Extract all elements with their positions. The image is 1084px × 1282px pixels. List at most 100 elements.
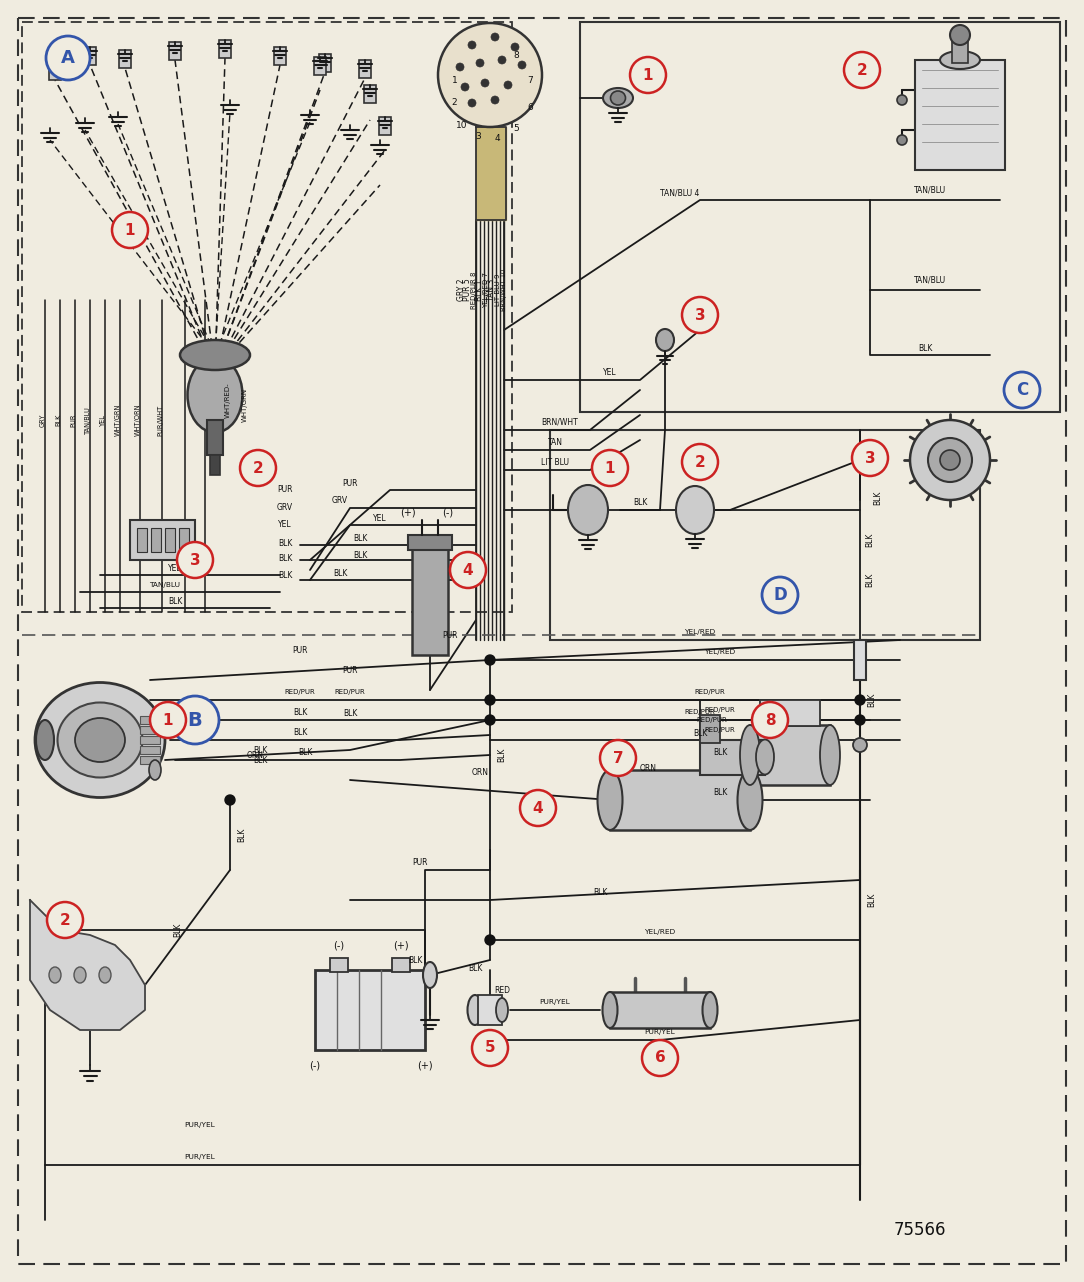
Circle shape: [485, 655, 495, 665]
Ellipse shape: [656, 329, 674, 351]
Text: RED/PUR: RED/PUR: [705, 727, 735, 733]
Text: BLK: BLK: [867, 692, 877, 708]
Ellipse shape: [149, 760, 162, 779]
Text: BLK: BLK: [865, 533, 875, 547]
Circle shape: [485, 695, 495, 705]
Text: BLK: BLK: [352, 550, 367, 559]
Text: BRN/WHT 10: BRN/WHT 10: [501, 269, 507, 312]
Bar: [274, 47, 286, 65]
Bar: [179, 528, 189, 553]
Text: YEL/RED: YEL/RED: [684, 629, 715, 635]
Bar: [952, 35, 968, 63]
Ellipse shape: [35, 682, 165, 797]
Text: 75566: 75566: [893, 1220, 946, 1238]
Bar: [140, 717, 160, 724]
Circle shape: [762, 577, 798, 613]
Text: RED/PUR 8: RED/PUR 8: [472, 272, 477, 309]
Text: BLK: BLK: [865, 573, 875, 587]
Text: BLK: BLK: [593, 887, 607, 896]
Text: BLK: BLK: [713, 747, 727, 756]
Text: RED/PUR: RED/PUR: [335, 688, 365, 695]
Bar: [915, 60, 1005, 171]
Text: 3: 3: [695, 308, 706, 323]
Bar: [330, 958, 348, 972]
Ellipse shape: [75, 718, 125, 762]
Circle shape: [240, 450, 276, 486]
Circle shape: [504, 81, 512, 88]
Text: YEL: YEL: [603, 368, 617, 377]
Bar: [379, 117, 391, 135]
Text: WHT/RED-: WHT/RED-: [225, 382, 231, 418]
Text: ORN: ORN: [246, 750, 263, 759]
Ellipse shape: [74, 967, 86, 983]
Text: C: C: [1016, 381, 1028, 399]
Text: 4: 4: [532, 800, 543, 815]
Circle shape: [682, 297, 718, 333]
Bar: [219, 40, 231, 58]
Ellipse shape: [610, 91, 625, 105]
Text: ORN: ORN: [472, 768, 489, 777]
Bar: [151, 528, 162, 553]
Circle shape: [485, 935, 495, 945]
Circle shape: [456, 63, 464, 71]
Text: 7: 7: [527, 76, 533, 85]
Circle shape: [112, 212, 149, 247]
Ellipse shape: [756, 740, 774, 774]
Text: 1: 1: [452, 76, 457, 85]
Text: PUR/YEL: PUR/YEL: [184, 1154, 216, 1160]
Text: BLK: BLK: [867, 892, 877, 908]
Text: TAN/BLU 4: TAN/BLU 4: [660, 188, 699, 197]
Text: YEL/RED: YEL/RED: [644, 929, 675, 935]
Text: RED/PUR: RED/PUR: [695, 688, 725, 695]
Text: 6: 6: [527, 103, 533, 112]
Text: ORN: ORN: [640, 764, 657, 773]
Text: PUR: PUR: [412, 858, 428, 867]
Text: PUR 5: PUR 5: [464, 278, 473, 301]
Bar: [392, 958, 410, 972]
Text: PUR/YEL: PUR/YEL: [540, 999, 570, 1005]
Text: D: D: [773, 586, 787, 604]
Text: (-): (-): [334, 940, 345, 950]
Circle shape: [491, 33, 499, 41]
Text: BLK: BLK: [278, 538, 293, 547]
Ellipse shape: [820, 726, 840, 785]
Text: YEL: YEL: [168, 564, 182, 573]
Text: PUR: PUR: [278, 485, 293, 494]
Circle shape: [225, 795, 235, 805]
Ellipse shape: [737, 770, 762, 829]
Bar: [408, 535, 452, 550]
Bar: [700, 715, 720, 744]
Text: 10: 10: [456, 121, 468, 129]
Text: WHT/GRN: WHT/GRN: [115, 404, 121, 436]
Bar: [364, 85, 376, 103]
Text: PUR: PUR: [343, 665, 358, 674]
Text: RED/PUR: RED/PUR: [685, 709, 715, 715]
Text: 4: 4: [463, 563, 474, 577]
Circle shape: [752, 703, 788, 738]
Circle shape: [468, 99, 476, 106]
Text: LIT BLU: LIT BLU: [541, 458, 569, 467]
Ellipse shape: [99, 967, 111, 983]
Bar: [49, 62, 61, 79]
Circle shape: [844, 53, 880, 88]
Ellipse shape: [568, 485, 608, 535]
Circle shape: [520, 790, 556, 826]
Text: PUR/YEL: PUR/YEL: [645, 1029, 675, 1035]
Ellipse shape: [49, 967, 61, 983]
Bar: [580, 22, 1060, 412]
Polygon shape: [30, 900, 145, 1029]
Circle shape: [150, 703, 186, 738]
Text: 4: 4: [494, 133, 500, 142]
Text: TAN/BLU: TAN/BLU: [150, 582, 181, 588]
Bar: [359, 60, 371, 78]
Ellipse shape: [603, 88, 633, 108]
Text: 1: 1: [643, 68, 654, 82]
Bar: [854, 640, 866, 679]
Text: 1: 1: [125, 223, 136, 237]
Text: PUR: PUR: [442, 631, 457, 640]
Text: BLK: BLK: [713, 787, 727, 796]
Circle shape: [468, 41, 476, 49]
Text: WHT/ORN: WHT/ORN: [136, 404, 141, 436]
Text: 5: 5: [513, 123, 519, 132]
Bar: [610, 770, 750, 829]
